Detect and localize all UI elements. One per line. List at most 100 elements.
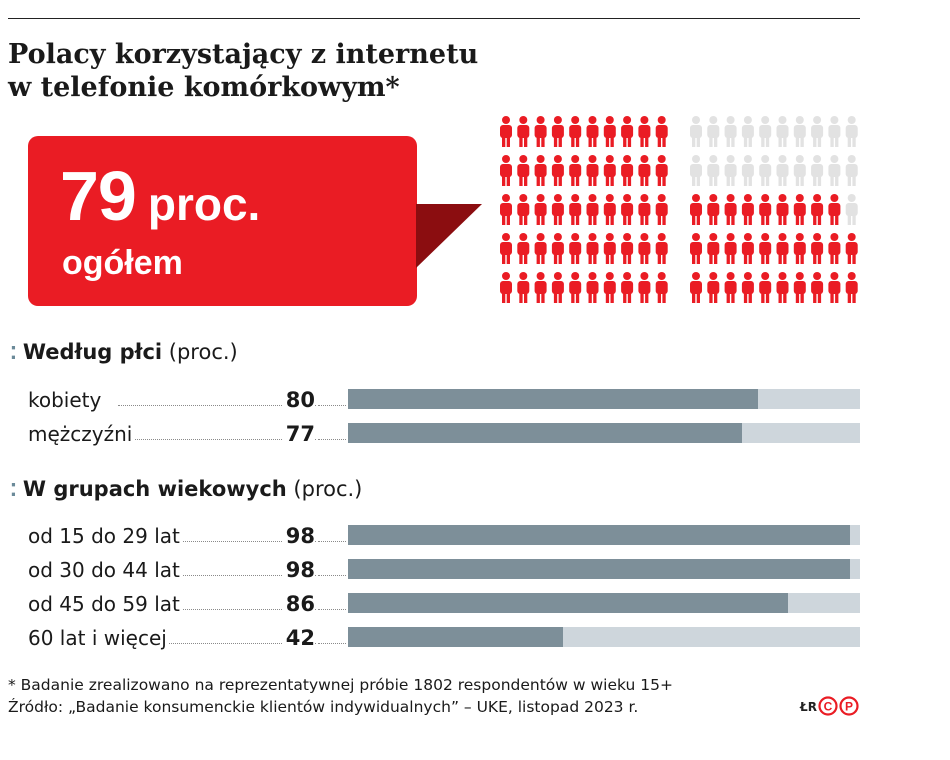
person-figure-34 (569, 233, 582, 264)
person-figure-36 (603, 233, 616, 264)
bar-row: od 15 do 29 lat 98 (28, 523, 860, 549)
person-figure-83 (741, 233, 754, 264)
bar-label: kobiety (28, 387, 104, 413)
person-figure-84 (759, 233, 772, 264)
bar-track (348, 627, 860, 647)
person-figure-61 (707, 155, 720, 186)
person-figure-33 (551, 233, 564, 264)
bar-fill (348, 559, 850, 579)
person-figure-68 (828, 155, 841, 186)
hero-label: ogółem (62, 244, 183, 282)
person-figure-96 (793, 272, 806, 303)
person-figure-21 (517, 194, 530, 225)
person-figure-0 (500, 116, 512, 147)
person-figure-3 (551, 116, 564, 147)
title-line-2: w telefonie komórkowym* (8, 72, 400, 103)
person-figure-32 (534, 233, 547, 264)
person-figure-57 (811, 116, 824, 147)
bar-label: 60 lat i więcej (28, 625, 169, 651)
leader-dots (318, 575, 346, 576)
svg-text:C: C (824, 700, 833, 714)
bar-fill (348, 525, 850, 545)
bar-value-label: 86 (282, 591, 315, 617)
person-figure-73 (741, 194, 754, 225)
person-figure-58 (828, 116, 841, 147)
bar-track (348, 423, 860, 443)
top-rule (8, 18, 860, 19)
chart-title: Polacy korzystający z internetu w telefo… (8, 38, 528, 104)
person-figure-20 (500, 194, 512, 225)
person-figure-75 (776, 194, 789, 225)
bar-row: 60 lat i więcej 42 (28, 625, 860, 651)
person-figure-2 (534, 116, 547, 147)
bar-value-label: 98 (282, 523, 315, 549)
person-figure-14 (569, 155, 582, 186)
person-figure-65 (776, 155, 789, 186)
person-figure-64 (759, 155, 772, 186)
bar-value-label: 80 (282, 387, 315, 413)
bar-track (348, 559, 860, 579)
person-figure-88 (828, 233, 841, 264)
hero-value: 79 (60, 157, 137, 235)
person-figure-42 (534, 272, 547, 303)
person-figure-70 (690, 194, 702, 225)
people-pictogram (500, 116, 858, 303)
bar-fill (348, 627, 564, 647)
person-figure-93 (741, 272, 754, 303)
person-figure-15 (586, 155, 599, 186)
person-figure-51 (707, 116, 720, 147)
person-figure-99 (845, 272, 858, 303)
person-figure-95 (776, 272, 789, 303)
person-figure-12 (534, 155, 547, 186)
person-figure-19 (655, 155, 668, 186)
author-credit: ŁR (800, 700, 817, 714)
bar-value-label: 77 (282, 421, 315, 447)
person-figure-77 (811, 194, 824, 225)
bar-value-label: 42 (282, 625, 315, 651)
person-figure-6 (603, 116, 616, 147)
bar-fill (348, 389, 758, 409)
person-figure-16 (603, 155, 616, 186)
hero-unit: proc. (147, 178, 261, 230)
person-figure-91 (707, 272, 720, 303)
person-figure-60 (690, 155, 702, 186)
leader-dots (318, 609, 346, 610)
leader-dots (318, 541, 346, 542)
person-figure-10 (500, 155, 512, 186)
person-figure-22 (534, 194, 547, 225)
person-figure-28 (638, 194, 651, 225)
bar-label: od 15 do 29 lat (28, 523, 182, 549)
person-figure-27 (621, 194, 634, 225)
leader-dots (318, 439, 346, 440)
person-figure-35 (586, 233, 599, 264)
person-figure-55 (776, 116, 789, 147)
person-figure-67 (811, 155, 824, 186)
person-figure-97 (811, 272, 824, 303)
hero-number: 79 proc. (60, 156, 260, 236)
section-dots-icon: ⁚ (10, 480, 17, 501)
bar-track (348, 525, 860, 545)
person-figure-48 (638, 272, 651, 303)
person-figure-45 (586, 272, 599, 303)
leader-dots (118, 405, 316, 406)
section-gender-title: Według płci (22, 340, 163, 364)
person-figure-54 (759, 116, 772, 147)
footnote-block: * Badanie zrealizowano na reprezentatywn… (8, 674, 673, 718)
person-figure-71 (707, 194, 720, 225)
person-figure-8 (638, 116, 651, 147)
bar-label: mężczyźni (28, 421, 135, 447)
leader-dots (318, 405, 346, 406)
person-figure-81 (707, 233, 720, 264)
person-figure-49 (655, 272, 668, 303)
person-figure-94 (759, 272, 772, 303)
bar-label: od 45 do 59 lat (28, 591, 182, 617)
person-figure-17 (621, 155, 634, 186)
person-figure-76 (793, 194, 806, 225)
person-figure-59 (845, 116, 858, 147)
person-figure-63 (741, 155, 754, 186)
person-figure-79 (845, 194, 858, 225)
person-figure-13 (551, 155, 564, 186)
bar-row: mężczyźni 77 (28, 421, 860, 447)
person-figure-66 (793, 155, 806, 186)
person-figure-37 (621, 233, 634, 264)
